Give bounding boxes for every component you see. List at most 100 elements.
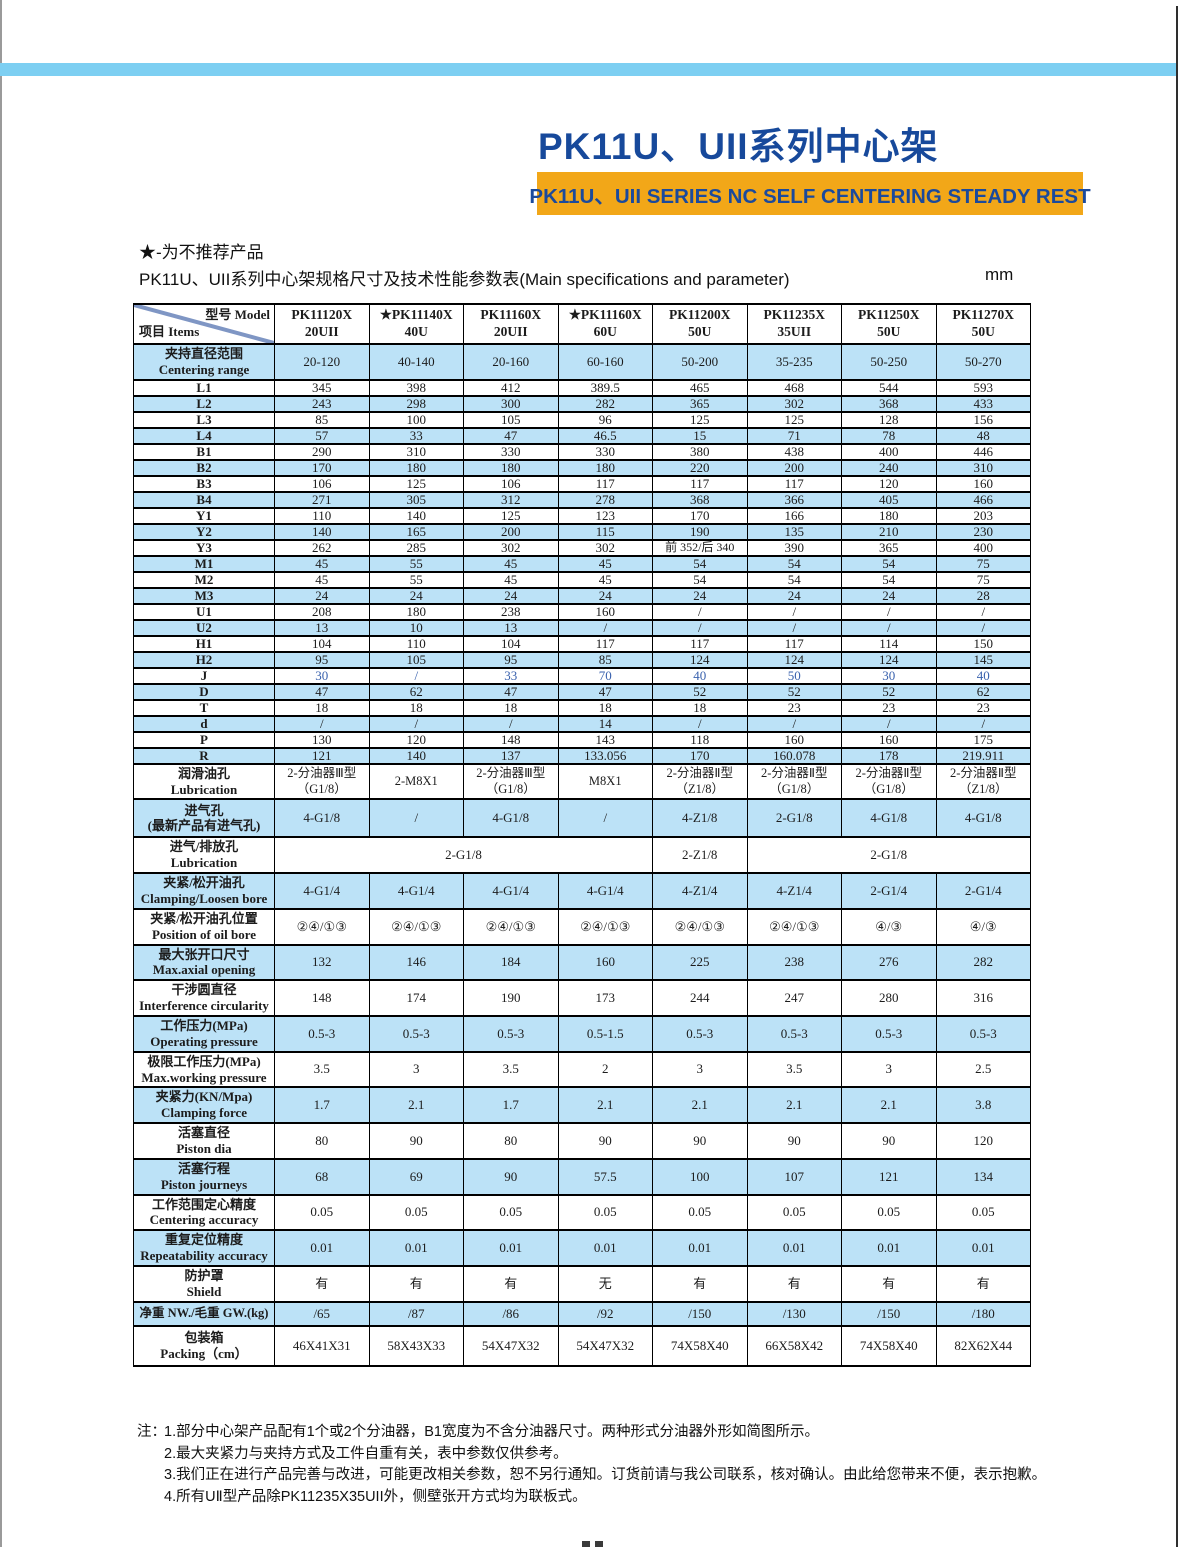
table-cell: 368 xyxy=(652,490,748,509)
table-cell: 105 xyxy=(368,650,464,669)
row-label: H2 xyxy=(133,650,275,669)
table-cell: / xyxy=(935,618,1031,637)
table-cell: 4-Z1/4 xyxy=(652,872,748,910)
table-cell: 2-G1/8 xyxy=(746,836,1031,875)
table-cell: 0.05 xyxy=(746,1193,842,1232)
page-right-edge xyxy=(1176,6,1178,1547)
table-cell: 33 xyxy=(368,426,464,445)
table-cell: 316 xyxy=(935,979,1031,1018)
table-cell: 190 xyxy=(463,979,559,1018)
table-cell: 75 xyxy=(935,570,1031,589)
table-row: 包装箱 Packing（cm） 46X41X31 58X43X33 54X47X32 54… xyxy=(133,1324,1031,1367)
table-cell: 68 xyxy=(274,1157,370,1196)
table-cell: 220 xyxy=(652,458,748,477)
table-cell: 302 xyxy=(463,538,559,557)
table-cell: 45 xyxy=(557,554,653,573)
row-label: 活塞直径 Piston dia xyxy=(133,1122,275,1160)
table-cell: 2-分油器Ⅱ型 （G1/8） xyxy=(746,762,842,801)
table-cell: 110 xyxy=(368,634,464,653)
table-cell: 100 xyxy=(652,1157,748,1196)
table-cell: 310 xyxy=(935,458,1031,477)
table-row: 夹紧力(KN/Mpa) Clamping force 1.7 2.1 1.7 2.1 2.1… xyxy=(133,1086,1031,1125)
table-cell: 180 xyxy=(557,458,653,477)
table-cell: 0.5-1.5 xyxy=(557,1015,653,1053)
table-cell: 117 xyxy=(652,634,748,653)
table-cell: 30 xyxy=(841,666,937,685)
table-cell: 180 xyxy=(463,458,559,477)
table-row: 防护罩 Shield 有有有无有有有有 xyxy=(133,1265,1031,1303)
table-row: M2 45 55 45 45 54 54 54 75 xyxy=(133,570,1031,589)
table-row: 夹紧/松开油孔位置 Position of oil bore ②④/①③ ②④/①③ ②… xyxy=(133,907,1031,946)
table-cell: 95 xyxy=(463,650,559,669)
table-cell: 106 xyxy=(274,474,370,493)
table-cell: / xyxy=(746,714,842,733)
table-cell: 446 xyxy=(935,442,1031,461)
table-cell: 0.5-3 xyxy=(274,1015,370,1053)
table-cell: 166 xyxy=(746,506,842,525)
row-label: 活塞行程 Piston journeys xyxy=(133,1157,275,1196)
table-cell: / xyxy=(463,714,559,733)
row-label: Y3 xyxy=(133,538,275,557)
table-cell: / xyxy=(557,618,653,637)
table-row: Y2 140 165 200 115 190 135 210 230 xyxy=(133,522,1031,541)
notes-section: 注： 1.部分中心架产品配有1个或2个分油器，B1宽度为不含分油器尺寸。两种形式… xyxy=(137,1422,1072,1508)
model-header: ★PK11140X 40U xyxy=(368,303,464,345)
table-cell: 0.5-3 xyxy=(935,1015,1031,1053)
top-accent-bar xyxy=(0,63,1176,76)
table-cell: 593 xyxy=(935,378,1031,397)
table-cell: 24 xyxy=(652,586,748,605)
table-cell: 13 xyxy=(463,618,559,637)
table-cell: 96 xyxy=(557,410,653,429)
table-cell: 4-G1/8 xyxy=(274,798,370,839)
table-caption: PK11U、UII系列中心架规格尺寸及技术性能参数表(Main specific… xyxy=(139,270,790,289)
table-cell: 3.8 xyxy=(935,1086,1031,1125)
table-cell: 24 xyxy=(557,586,653,605)
table-cell: /130 xyxy=(746,1300,842,1327)
table-cell: 405 xyxy=(841,490,937,509)
row-label: U2 xyxy=(133,618,275,637)
table-cell: 330 xyxy=(557,442,653,461)
table-cell: 18 xyxy=(463,698,559,717)
table-cell: 45 xyxy=(463,554,559,573)
table-cell: 57 xyxy=(274,426,370,445)
table-cell: 80 xyxy=(463,1122,559,1160)
table-header-row: 型号 Model 项目 Items PK11120X 20UII ★PK11140X… xyxy=(133,303,1031,345)
table-cell: 160 xyxy=(557,943,653,982)
table-cell: / xyxy=(935,714,1031,733)
table-cell: 468 xyxy=(746,378,842,397)
table-cell: 62 xyxy=(935,682,1031,701)
table-cell: 178 xyxy=(841,746,937,765)
row-label: B4 xyxy=(133,490,275,509)
table-cell: 2-分油器Ⅲ型 （G1/8） xyxy=(274,762,370,801)
table-cell: 23 xyxy=(746,698,842,717)
table-cell: 4-G1/8 xyxy=(841,798,937,839)
table-cell: 230 xyxy=(935,522,1031,541)
table-cell: 90 xyxy=(368,1122,464,1160)
table-cell: 55 xyxy=(368,570,464,589)
table-row: B3 106 125 106 117 117 117 120 160 xyxy=(133,474,1031,493)
model-header: PK11160X 20UII xyxy=(463,303,559,345)
table-cell: ②④/①③ xyxy=(274,907,370,946)
row-label: M3 xyxy=(133,586,275,605)
table-cell: 66X58X42 xyxy=(746,1324,842,1367)
corner-items-label: 项目 Items xyxy=(139,323,200,339)
table-cell: 240 xyxy=(841,458,937,477)
table-cell: 4-Z1/4 xyxy=(746,872,842,910)
table-cell: 18 xyxy=(274,698,370,717)
table-cell: 78 xyxy=(841,426,937,445)
table-row: 最大张开口尺寸 Max.axial opening 132 146 184 160 225 2… xyxy=(133,943,1031,982)
table-cell: M8X1 xyxy=(557,762,653,801)
table-cell: 544 xyxy=(841,378,937,397)
table-cell: 62 xyxy=(368,682,464,701)
table-cell: 4-G1/8 xyxy=(935,798,1031,839)
row-label: 工作范围定心精度 Centering accuracy xyxy=(133,1193,275,1232)
table-cell: 110 xyxy=(274,506,370,525)
table-cell: 2 xyxy=(557,1050,653,1089)
row-label: 夹紧/松开油孔位置 Position of oil bore xyxy=(133,907,275,946)
table-cell: 174 xyxy=(368,979,464,1018)
table-row: 夹持直径范围 Centering range 20-120 40-140 20-160 6… xyxy=(133,343,1031,381)
table-cell: 170 xyxy=(652,746,748,765)
table-row: R 121 140 137 133.056 170 160.078 178 219.911 xyxy=(133,746,1031,765)
table-cell: 262 xyxy=(274,538,370,557)
table-row: Y3 262 285 302 302 前 352/后 340 390 365 400 xyxy=(133,538,1031,557)
